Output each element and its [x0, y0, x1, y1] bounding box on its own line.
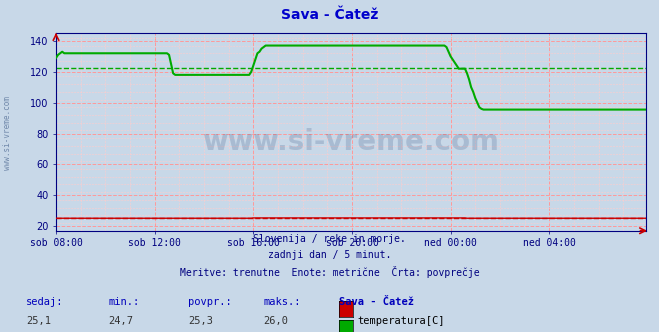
Text: 25,3: 25,3 [188, 316, 213, 326]
Text: Slovenija / reke in morje.: Slovenija / reke in morje. [253, 234, 406, 244]
Text: maks.:: maks.: [264, 297, 301, 307]
Text: Meritve: trenutne  Enote: metrične  Črta: povprečje: Meritve: trenutne Enote: metrične Črta: … [180, 266, 479, 278]
Text: povpr.:: povpr.: [188, 297, 231, 307]
Text: temperatura[C]: temperatura[C] [358, 316, 445, 326]
Text: zadnji dan / 5 minut.: zadnji dan / 5 minut. [268, 250, 391, 260]
Text: www.si-vreme.com: www.si-vreme.com [202, 128, 500, 156]
Text: 26,0: 26,0 [264, 316, 289, 326]
Text: Sava - Čatež: Sava - Čatež [281, 8, 378, 22]
Text: 24,7: 24,7 [109, 316, 134, 326]
Text: 25,1: 25,1 [26, 316, 51, 326]
Text: www.si-vreme.com: www.si-vreme.com [3, 96, 13, 170]
Text: Sava - Čatež: Sava - Čatež [339, 297, 415, 307]
Text: min.:: min.: [109, 297, 140, 307]
Text: sedaj:: sedaj: [26, 297, 64, 307]
